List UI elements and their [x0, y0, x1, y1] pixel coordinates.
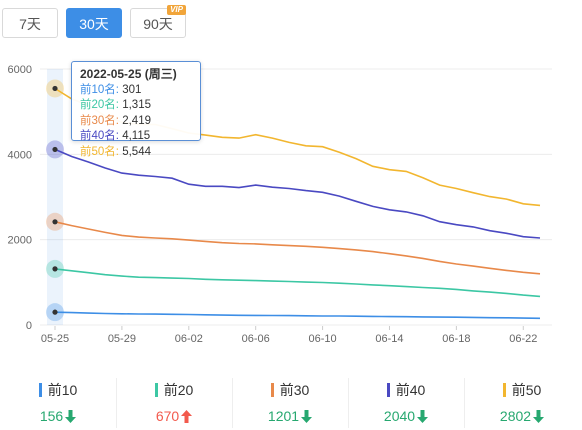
y-tick-label: 6000	[8, 64, 32, 76]
series-color-marker	[270, 383, 274, 397]
range-selector: 7天 30天 90天 VIP	[0, 5, 582, 40]
stat-name: 前30	[279, 382, 310, 398]
x-tick-label: 06-14	[375, 333, 403, 345]
stat-value: 2802	[499, 408, 532, 424]
tooltip-value: 1,315	[122, 99, 151, 111]
divider	[116, 378, 117, 428]
series-line	[54, 221, 541, 275]
tooltip-label: 前40名:	[80, 130, 119, 142]
stat-name: 前20	[163, 382, 194, 398]
y-tick-label: 2000	[8, 235, 32, 247]
tooltip-date: 2022-05-25 (周三)	[80, 67, 177, 81]
highlight-point	[52, 309, 58, 315]
y-axis-ticks: 0 2000 4000 6000	[8, 64, 32, 332]
y-tick-label: 4000	[8, 149, 32, 161]
stat-value: 156	[39, 408, 64, 424]
stat-value: 2040	[383, 408, 416, 424]
tooltip-label: 前30名:	[80, 114, 119, 127]
highlight-point	[52, 146, 58, 153]
tooltip-value: 4,115	[122, 130, 151, 142]
series-line	[54, 268, 541, 298]
tooltip-label: 前20名:	[80, 99, 119, 111]
chart-tooltip: 2022-05-25 (周三) 前10名: 301 前20名: 1,315 前3…	[71, 61, 201, 158]
x-tick-label: 06-22	[509, 333, 537, 345]
series-line	[54, 311, 541, 320]
stat-top10[interactable]: 前10 156	[0, 372, 116, 430]
highlight-point	[52, 266, 58, 272]
tooltip-value: 301	[122, 83, 142, 96]
stat-top30[interactable]: 前30 1201	[232, 372, 348, 430]
tooltip-value: 2,419	[122, 114, 151, 127]
highlight-point	[52, 85, 58, 92]
x-tick-label: 06-02	[175, 333, 203, 345]
x-tick-label: 05-29	[108, 333, 136, 345]
hover-highlight-band	[47, 69, 63, 325]
series-color-marker	[502, 383, 506, 397]
y-tick-label: 0	[26, 320, 32, 332]
tooltip-label: 前10名:	[80, 83, 119, 96]
tooltip-row-top50: 前50名: 5,544	[80, 145, 192, 161]
tooltip-row-top10: 前10名: 301	[80, 83, 192, 99]
series-color-marker	[38, 383, 42, 397]
stat-name: 前50	[511, 382, 542, 398]
tooltip-row-top20: 前20名: 1,315	[80, 98, 192, 114]
divider	[464, 378, 465, 428]
vip-badge: VIP	[167, 5, 186, 15]
stat-top20[interactable]: 前20 670	[116, 372, 232, 430]
divider	[348, 378, 349, 428]
x-axis-ticks: 05-25 05-29 06-02 06-06 06-10 06-14 06-18 06-22	[41, 326, 537, 345]
stat-value: 670	[155, 408, 180, 424]
range-30-days-button[interactable]: 30天	[66, 8, 122, 38]
x-tick-label: 06-06	[242, 333, 270, 345]
tooltip-row-top40: 前40名: 4,115	[80, 129, 192, 145]
trend-arrow-icon	[65, 410, 77, 426]
series-color-marker	[154, 383, 158, 397]
trend-arrow-icon	[417, 410, 429, 426]
series-color-marker	[386, 383, 390, 397]
trend-arrow-icon	[181, 410, 193, 426]
stat-top50[interactable]: 前50 2802	[464, 372, 580, 430]
stat-top40[interactable]: 前40 2040	[348, 372, 464, 430]
highlight-point	[52, 219, 58, 225]
tooltip-row-top30: 前30名: 2,419	[80, 114, 192, 130]
trend-arrow-icon	[533, 410, 545, 426]
range-90-days-label: 90天	[143, 16, 173, 32]
x-tick-label: 06-18	[442, 333, 470, 345]
stat-name: 前40	[395, 382, 426, 398]
tooltip-label: 前50名:	[80, 145, 119, 158]
series-line	[54, 148, 541, 239]
range-90-days-button[interactable]: 90天 VIP	[130, 5, 186, 38]
tooltip-value: 5,544	[122, 145, 151, 158]
trend-arrow-icon	[301, 410, 313, 426]
summary-stats: 前10 156 前20 670 前30 1201 前40 2040 前50 28…	[0, 372, 582, 430]
range-7-days-button[interactable]: 7天	[2, 8, 58, 38]
x-tick-label: 06-10	[309, 333, 337, 345]
highlight-points	[46, 79, 64, 322]
x-tick-label: 05-25	[41, 333, 69, 345]
divider	[232, 378, 233, 428]
stat-value: 1201	[267, 408, 300, 424]
stat-name: 前10	[47, 382, 78, 398]
